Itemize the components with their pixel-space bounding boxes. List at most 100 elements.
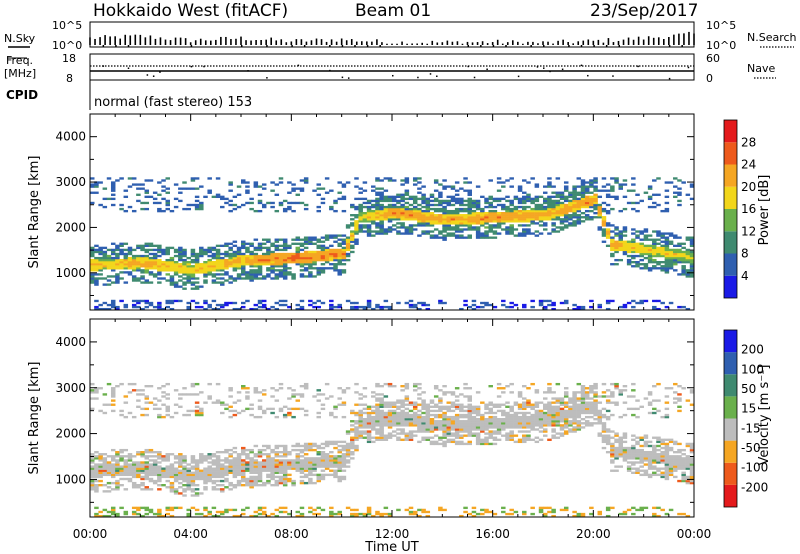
power-cell <box>522 224 527 227</box>
velocity-cell <box>148 463 154 466</box>
power-cell <box>354 232 359 235</box>
velocity-cell <box>501 403 506 406</box>
velocity-cell <box>513 415 519 419</box>
power-cell <box>165 201 170 205</box>
power-cell <box>417 216 422 219</box>
velocity-cell <box>350 424 355 427</box>
velocity-cell <box>543 411 548 415</box>
velocity-cell <box>299 471 305 474</box>
power-cell <box>366 234 372 237</box>
power-cell <box>379 226 384 229</box>
velocity-cell <box>207 475 212 479</box>
velocity-cell <box>220 401 225 404</box>
velocity-cell <box>203 486 208 489</box>
velocity-cell <box>169 481 175 485</box>
power-cell <box>207 261 212 264</box>
velocity-cell <box>127 473 133 477</box>
power-cell <box>278 275 284 278</box>
velocity-cell <box>303 387 309 390</box>
velocity-cell <box>345 451 351 454</box>
power-cell <box>274 273 280 276</box>
power-cell <box>538 232 544 235</box>
velocity-cell <box>173 469 179 472</box>
power-cell <box>203 279 208 282</box>
velocity-cell <box>475 420 481 423</box>
power-cell <box>144 271 150 274</box>
power-cell <box>635 230 640 233</box>
power-cell <box>190 275 196 278</box>
power-cell <box>333 265 338 268</box>
power-cell <box>643 238 649 241</box>
velocity-cell <box>157 413 162 417</box>
velocity-cell <box>316 506 321 510</box>
power-cell <box>115 246 120 250</box>
power-cell <box>681 246 686 250</box>
velocity-cell <box>232 409 238 413</box>
power-cell <box>526 181 531 184</box>
velocity-cell <box>161 473 166 477</box>
power-cell <box>664 261 670 264</box>
velocity-cell <box>220 490 225 493</box>
velocity-cell <box>194 473 200 477</box>
date-title: 23/Sep/2017 <box>590 1 698 21</box>
power-cell <box>215 261 221 264</box>
velocity-cell <box>90 382 95 386</box>
power-cell <box>442 185 447 188</box>
power-cell <box>492 236 498 239</box>
power-cell <box>501 207 506 211</box>
power-cell <box>127 273 133 276</box>
velocity-cell <box>366 434 372 437</box>
power-cell <box>534 209 540 213</box>
velocity-cell <box>345 455 351 458</box>
power-cell <box>412 195 418 199</box>
power-cell <box>396 230 401 233</box>
power-cell <box>190 203 196 207</box>
power-cell <box>459 199 464 203</box>
power-cell <box>522 228 527 231</box>
velocity-cell <box>341 403 347 406</box>
power-cell <box>345 224 351 227</box>
power-cell <box>454 230 460 233</box>
velocity-cell <box>530 405 535 408</box>
velocity-cell <box>215 479 221 483</box>
velocity-cell <box>534 405 540 408</box>
power-cell <box>140 201 145 205</box>
velocity-cell <box>232 467 238 470</box>
velocity-cell <box>425 438 431 441</box>
power-cell <box>689 261 695 264</box>
power-cell <box>127 256 133 260</box>
power-cell <box>119 265 124 268</box>
power-cell <box>425 232 431 235</box>
velocity-cell <box>450 420 456 423</box>
velocity-cell <box>232 401 238 404</box>
power-cell <box>211 246 217 250</box>
power-cell <box>522 216 527 219</box>
velocity-cell <box>308 506 313 510</box>
velocity-cell <box>278 467 284 470</box>
power-cell <box>215 269 221 272</box>
velocity-cell <box>559 413 565 417</box>
power-cell <box>329 205 334 209</box>
velocity-cell <box>505 405 510 408</box>
velocity-cell <box>232 451 238 454</box>
nsearch-trace <box>102 45 683 47</box>
power-cell <box>442 218 447 221</box>
power-cell <box>505 305 510 309</box>
velocity-cell <box>417 403 422 406</box>
power-cell <box>375 179 380 182</box>
velocity-cell <box>446 391 452 394</box>
velocity-cell <box>224 451 229 454</box>
velocity-cell <box>165 409 170 413</box>
power-cell <box>626 242 632 245</box>
power-cell <box>572 222 577 225</box>
velocity-cell <box>333 473 338 477</box>
power-cell <box>354 305 359 309</box>
velocity-cell <box>379 401 384 404</box>
power-cell <box>249 207 254 211</box>
power-cell <box>299 275 305 278</box>
velocity-cell <box>241 446 246 450</box>
velocity-cell <box>102 461 108 464</box>
velocity-cell <box>253 475 259 479</box>
power-cell <box>446 214 452 217</box>
velocity-cell <box>509 426 514 429</box>
